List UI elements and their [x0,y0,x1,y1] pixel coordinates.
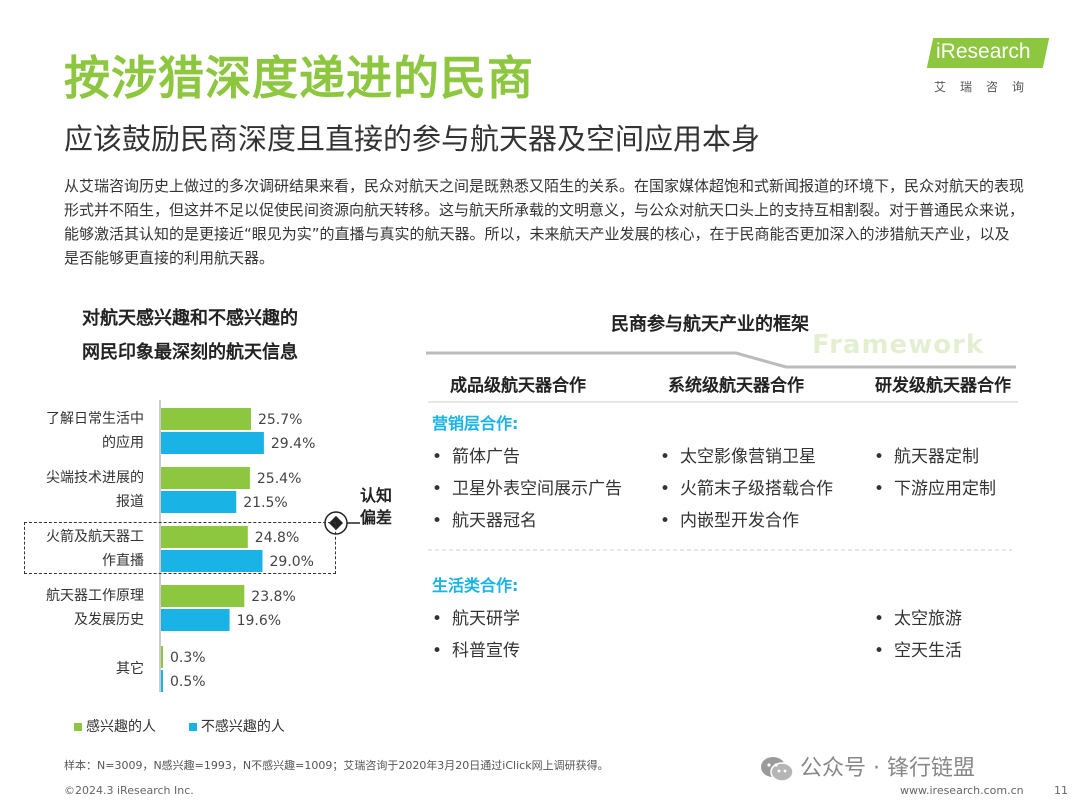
list-item: • 航天器冠名 [432,511,537,531]
framework-watermark: Framework [812,330,985,360]
copyright: ©2024.3 iResearch Inc. [64,784,194,797]
iresearch-logo: iResearch 艾瑞咨询 [926,38,1050,100]
list-item: • 箭体广告 [432,447,520,467]
bias-marker [324,511,360,535]
section-life: 生活类合作: [432,576,519,595]
data-label: 19.6% [237,613,281,629]
logo-brand: iResearch [936,40,1031,63]
list-item: • 火箭末子级搭载合作 [660,479,833,499]
list-item: • 下游应用定制 [874,479,996,499]
list-item: • 太空影像营销卫星 [660,447,816,467]
category-label: 了解日常生活中 的应用 [46,411,144,451]
section-marketing: 营销层合作: [432,414,519,433]
category-label: 航天器工作原理 及发展历史 [46,588,144,628]
bar-not-interested [161,491,237,513]
wechat-icon [761,757,794,782]
page-title: 按涉猎深度递进的民商 [64,51,534,105]
column-header-finished: 成品级航天器合作 [450,376,586,396]
site-url: www.iresearch.com.cn [900,784,1024,797]
legend-label-not-interested: 不感兴趣的人 [200,719,285,735]
bias-annotation: 认知 偏差 [360,485,392,529]
list-item: • 科普宣传 [432,641,520,661]
wechat-text: 公众号 · 锋行链盟 [800,756,975,781]
data-label: 29.0% [270,554,314,570]
category-label: 火箭及航天器工 作直播 [46,529,144,569]
bar-chart: 25.7% 29.4% 25.4% 21.5% 24.8% 29.0% 23.8% 19.6%… [159,400,315,692]
data-label: 21.5% [243,495,287,511]
bar-interested [161,408,251,430]
data-label: 24.8% [255,530,299,546]
intro-paragraph: 从艾瑞咨询历史上做过的多次调研结果来看，民众对航天之间是既熟悉又陌生的关系。在国… [64,177,1025,267]
column-header-system: 系统级航天器合作 [668,376,804,396]
category-label: 其它 [116,661,144,677]
list-item: • 内嵌型开发合作 [660,511,799,531]
bar-not-interested [161,550,263,572]
bar-interested [161,467,250,489]
data-label: 25.7% [258,412,302,428]
list-item: • 航天器定制 [874,447,979,467]
list-item: • 空天生活 [874,641,962,661]
data-label: 23.8% [251,589,295,605]
chart-title-line-1: 对航天感兴趣和不感兴趣的 [82,308,298,329]
chart-title-line-2: 网民印象最深刻的航天信息 [82,342,298,363]
data-label: 0.5% [170,674,206,690]
page-subtitle: 应该鼓励民商深度且直接的参与航天器及空间应用本身 [64,122,761,156]
bias-annotation-line-2: 偏差 [360,508,393,527]
bar-not-interested [161,432,264,454]
column-header-rnd: 研发级航天器合作 [875,376,1011,396]
wechat-watermark: 公众号 · 锋行链盟 [760,750,975,782]
data-label: 0.3% [170,650,206,666]
chart-legend: 感兴趣的人 不感兴趣的人 [74,716,285,736]
list-item: • 太空旅游 [874,609,962,629]
bar-interested [161,646,163,668]
bias-annotation-line-1: 认知 [360,486,393,505]
sample-note: 样本：N=3009，N感兴趣=1993，N不感兴趣=1009；艾瑞咨询于2020… [64,759,609,772]
data-label: 25.4% [257,471,301,487]
bar-interested [161,585,245,607]
logo-cn: 艾瑞咨询 [934,80,1039,94]
legend-swatch-not-interested [188,723,197,731]
page-number: 11 [1054,784,1068,797]
list-item: • 卫星外表空间展示广告 [432,479,622,499]
legend-label-interested: 感兴趣的人 [86,719,156,735]
data-label: 29.4% [271,436,315,452]
bar-interested [161,526,248,548]
bar-not-interested [161,670,163,692]
chart-title: 对航天感兴趣和不感兴趣的 网民印象最深刻的航天信息 [40,302,340,370]
section-divider [428,549,1012,551]
bar-not-interested [161,609,230,631]
header-underline [428,401,1018,403]
legend-swatch-interested [74,723,82,731]
list-item: • 航天研学 [432,609,520,629]
framework-title: 民商参与航天产业的框架 [611,314,809,335]
highlight-box [24,522,336,574]
category-label: 尖端技术进展的 报道 [46,470,144,510]
framework-header-divider [426,351,1016,369]
